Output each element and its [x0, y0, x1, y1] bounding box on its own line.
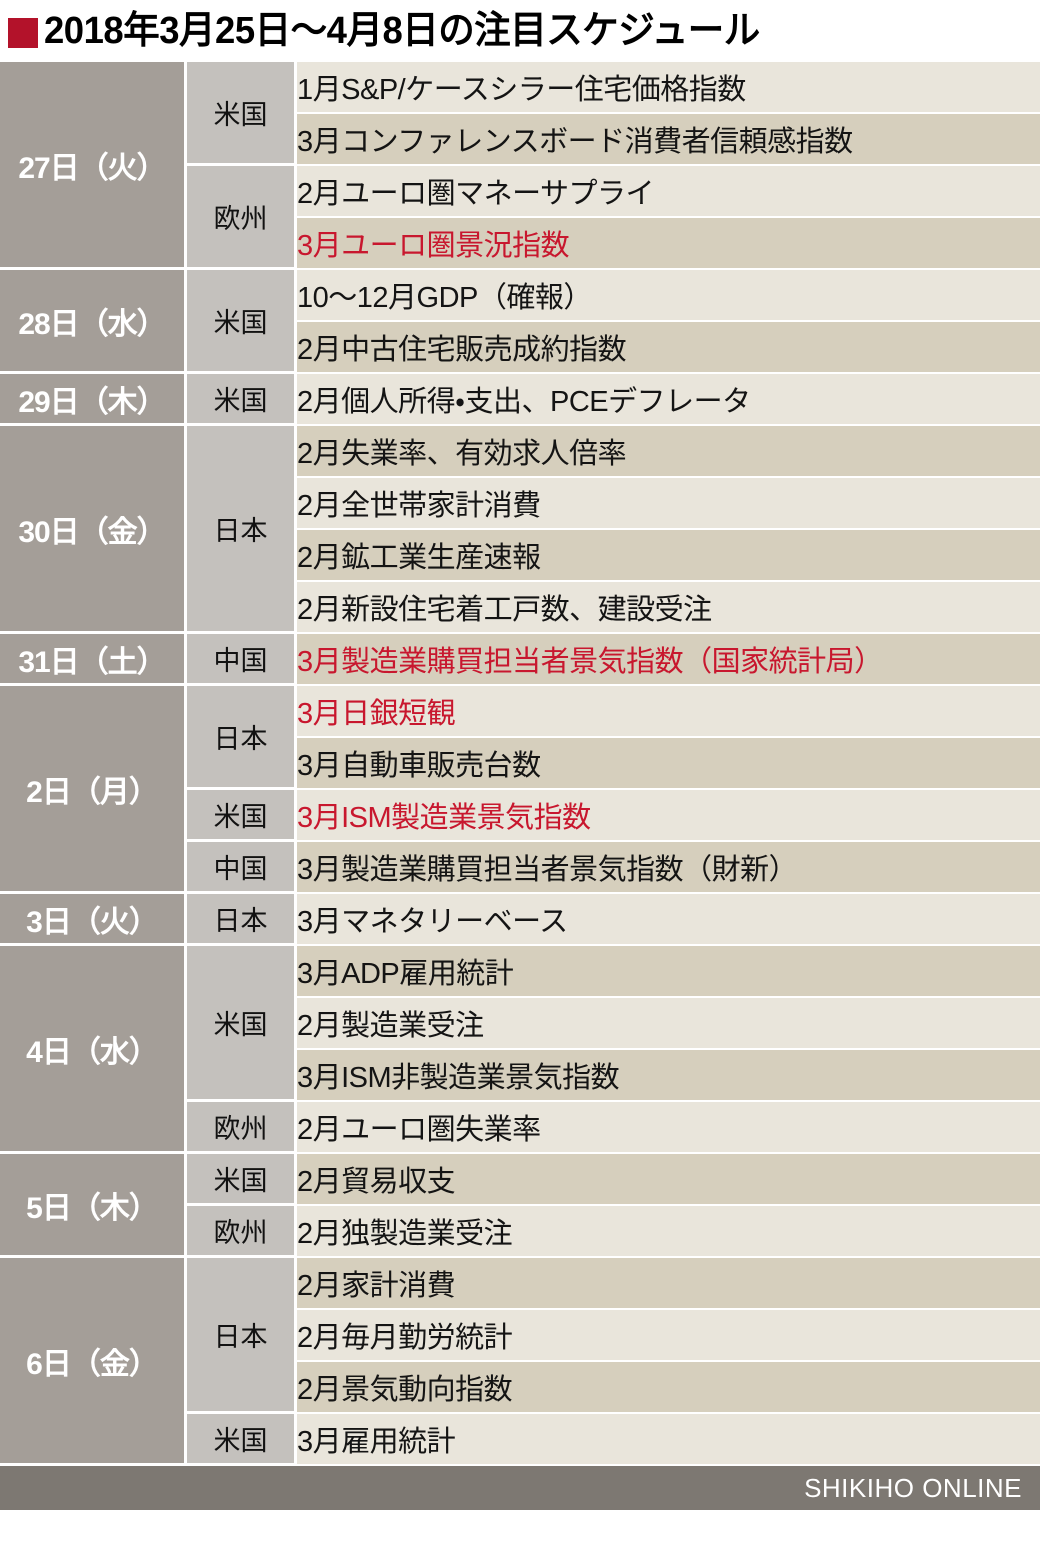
- table-row: 2月毎月勤労統計: [0, 1310, 1040, 1362]
- table-row: 米国 3月雇用統計: [0, 1414, 1040, 1466]
- table-row: 4日（水） 米国 3月ADP雇用統計: [0, 946, 1040, 1154]
- table-row: 米国 3月ISM製造業景気指数: [0, 790, 1040, 842]
- table-row: 2日（月） 日本 3月日銀短観: [0, 686, 1040, 894]
- region-cell: 日本: [187, 1258, 297, 1414]
- event-cell: 2月毎月勤労統計: [297, 1310, 1040, 1362]
- event-cell: 2月独製造業受注: [297, 1206, 1040, 1258]
- region-cell: 米国: [187, 374, 297, 426]
- event-cell: 1月S&P/ケースシラー住宅価格指数: [297, 62, 1040, 114]
- table-row: 2月鉱工業生産速報: [0, 530, 1040, 582]
- region-cell: 中国: [187, 842, 297, 894]
- date-cell: 6日（金）: [0, 1258, 187, 1466]
- table-row: 3日（火） 日本 3月マネタリーベース: [0, 894, 1040, 946]
- event-cell: 3月製造業購買担当者景気指数（財新）: [297, 842, 1040, 894]
- table-row: 2月中古住宅販売成約指数: [0, 322, 1040, 374]
- event-cell: 3月自動車販売台数: [297, 738, 1040, 790]
- region-cell: 米国: [187, 946, 297, 1102]
- event-cell: 10〜12月GDP（確報）: [297, 270, 1040, 322]
- region-cell: 米国: [187, 1154, 297, 1206]
- date-cell: 5日（木）: [0, 1154, 187, 1258]
- date-cell: 30日（金）: [0, 426, 187, 634]
- event-cell: 3月雇用統計: [297, 1414, 1040, 1466]
- region-cell: 米国: [187, 1414, 297, 1466]
- event-cell-highlighted: 3月日銀短観: [297, 686, 1040, 738]
- region-cell: 中国: [187, 634, 297, 686]
- schedule-table-body: 27日（火） 米国 1月S&P/ケースシラー住宅価格指数 3月コンファレンスボード消費…: [0, 62, 1040, 1466]
- date-cell: 27日（火）: [0, 62, 187, 270]
- event-cell-highlighted: 3月ISM製造業景気指数: [297, 790, 1040, 842]
- event-cell-highlighted: 3月製造業購買担当者景気指数（国家統計局）: [297, 634, 1040, 686]
- table-row: 欧州 2月ユーロ圏マネーサプライ: [0, 166, 1040, 270]
- table-row: 欧州 2月ユーロ圏失業率: [0, 1102, 1040, 1154]
- table-row: 28日（水） 米国 10〜12月GDP（確報）: [0, 270, 1040, 374]
- region-cell: 米国: [187, 790, 297, 842]
- table-row: 6日（金） 日本 2月家計消費: [0, 1258, 1040, 1466]
- event-cell: 2月製造業受注: [297, 998, 1040, 1050]
- region-cell: 欧州: [187, 166, 297, 270]
- table-row: 2月全世帯家計消費: [0, 478, 1040, 530]
- event-cell: 2月鉱工業生産速報: [297, 530, 1040, 582]
- table-row: 3月コンファレンスボード消費者信頼感指数: [0, 114, 1040, 166]
- event-cell: 2月家計消費: [297, 1258, 1040, 1310]
- event-cell: 2月貿易収支: [297, 1154, 1040, 1206]
- event-cell: 2月ユーロ圏失業率: [297, 1102, 1040, 1154]
- event-cell: 2月個人所得・支出、PCEデフレータ: [297, 374, 1040, 426]
- schedule-table: 27日（火） 米国 1月S&P/ケースシラー住宅価格指数 3月コンファレンスボード消費…: [0, 62, 1040, 1466]
- table-row: 31日（土） 中国 3月製造業購買担当者景気指数（国家統計局）: [0, 634, 1040, 686]
- table-row: 中国 3月製造業購買担当者景気指数（財新）: [0, 842, 1040, 894]
- event-cell: 2月中古住宅販売成約指数: [297, 322, 1040, 374]
- event-cell: 3月コンファレンスボード消費者信頼感指数: [297, 114, 1040, 166]
- table-row: 3月自動車販売台数: [0, 738, 1040, 790]
- table-row: 2月製造業受注: [0, 998, 1040, 1050]
- date-cell: 3日（火）: [0, 894, 187, 946]
- brand-label: SHIKIHO ONLINE: [804, 1472, 1022, 1503]
- table-row: 2月新設住宅着工戸数、建設受注: [0, 582, 1040, 634]
- event-cell-highlighted: 3月ユーロ圏景況指数: [297, 218, 1040, 270]
- region-cell: 欧州: [187, 1206, 297, 1258]
- event-cell: 3月マネタリーベース: [297, 894, 1040, 946]
- region-cell: 欧州: [187, 1102, 297, 1154]
- region-cell: 日本: [187, 426, 297, 634]
- table-row: 27日（火） 米国 1月S&P/ケースシラー住宅価格指数: [0, 62, 1040, 270]
- event-cell: 2月景気動向指数: [297, 1362, 1040, 1414]
- event-cell: 2月失業率、有効求人倍率: [297, 426, 1040, 478]
- table-row: 2月景気動向指数: [0, 1362, 1040, 1414]
- region-cell: 日本: [187, 686, 297, 790]
- event-cell: 2月ユーロ圏マネーサプライ: [297, 166, 1040, 218]
- region-cell: 米国: [187, 270, 297, 374]
- page-title-text: 2018年3月25日〜4月8日の注目スケジュール: [44, 10, 760, 52]
- date-cell: 28日（水）: [0, 270, 187, 374]
- region-cell: 日本: [187, 894, 297, 946]
- date-cell: 4日（水）: [0, 946, 187, 1154]
- table-row: 29日（木） 米国 2月個人所得・支出、PCEデフレータ: [0, 374, 1040, 426]
- page-title: 2018年3月25日〜4月8日の注目スケジュール: [0, 0, 1040, 62]
- red-square-bullet-icon: [8, 18, 38, 48]
- table-row: 3月ユーロ圏景況指数: [0, 218, 1040, 270]
- table-row: 5日（木） 米国 2月貿易収支: [0, 1154, 1040, 1258]
- event-cell: 2月新設住宅着工戸数、建設受注: [297, 582, 1040, 634]
- date-cell: 2日（月）: [0, 686, 187, 894]
- event-cell: 2月全世帯家計消費: [297, 478, 1040, 530]
- region-cell: 米国: [187, 62, 297, 166]
- event-cell: 3月ISM非製造業景気指数: [297, 1050, 1040, 1102]
- date-cell: 31日（土）: [0, 634, 187, 686]
- event-cell: 3月ADP雇用統計: [297, 946, 1040, 998]
- date-cell: 29日（木）: [0, 374, 187, 426]
- table-row: 欧州 2月独製造業受注: [0, 1206, 1040, 1258]
- table-row: 3月ISM非製造業景気指数: [0, 1050, 1040, 1102]
- footer-bar: SHIKIHO ONLINE: [0, 1466, 1040, 1510]
- table-row: 30日（金） 日本 2月失業率、有効求人倍率: [0, 426, 1040, 634]
